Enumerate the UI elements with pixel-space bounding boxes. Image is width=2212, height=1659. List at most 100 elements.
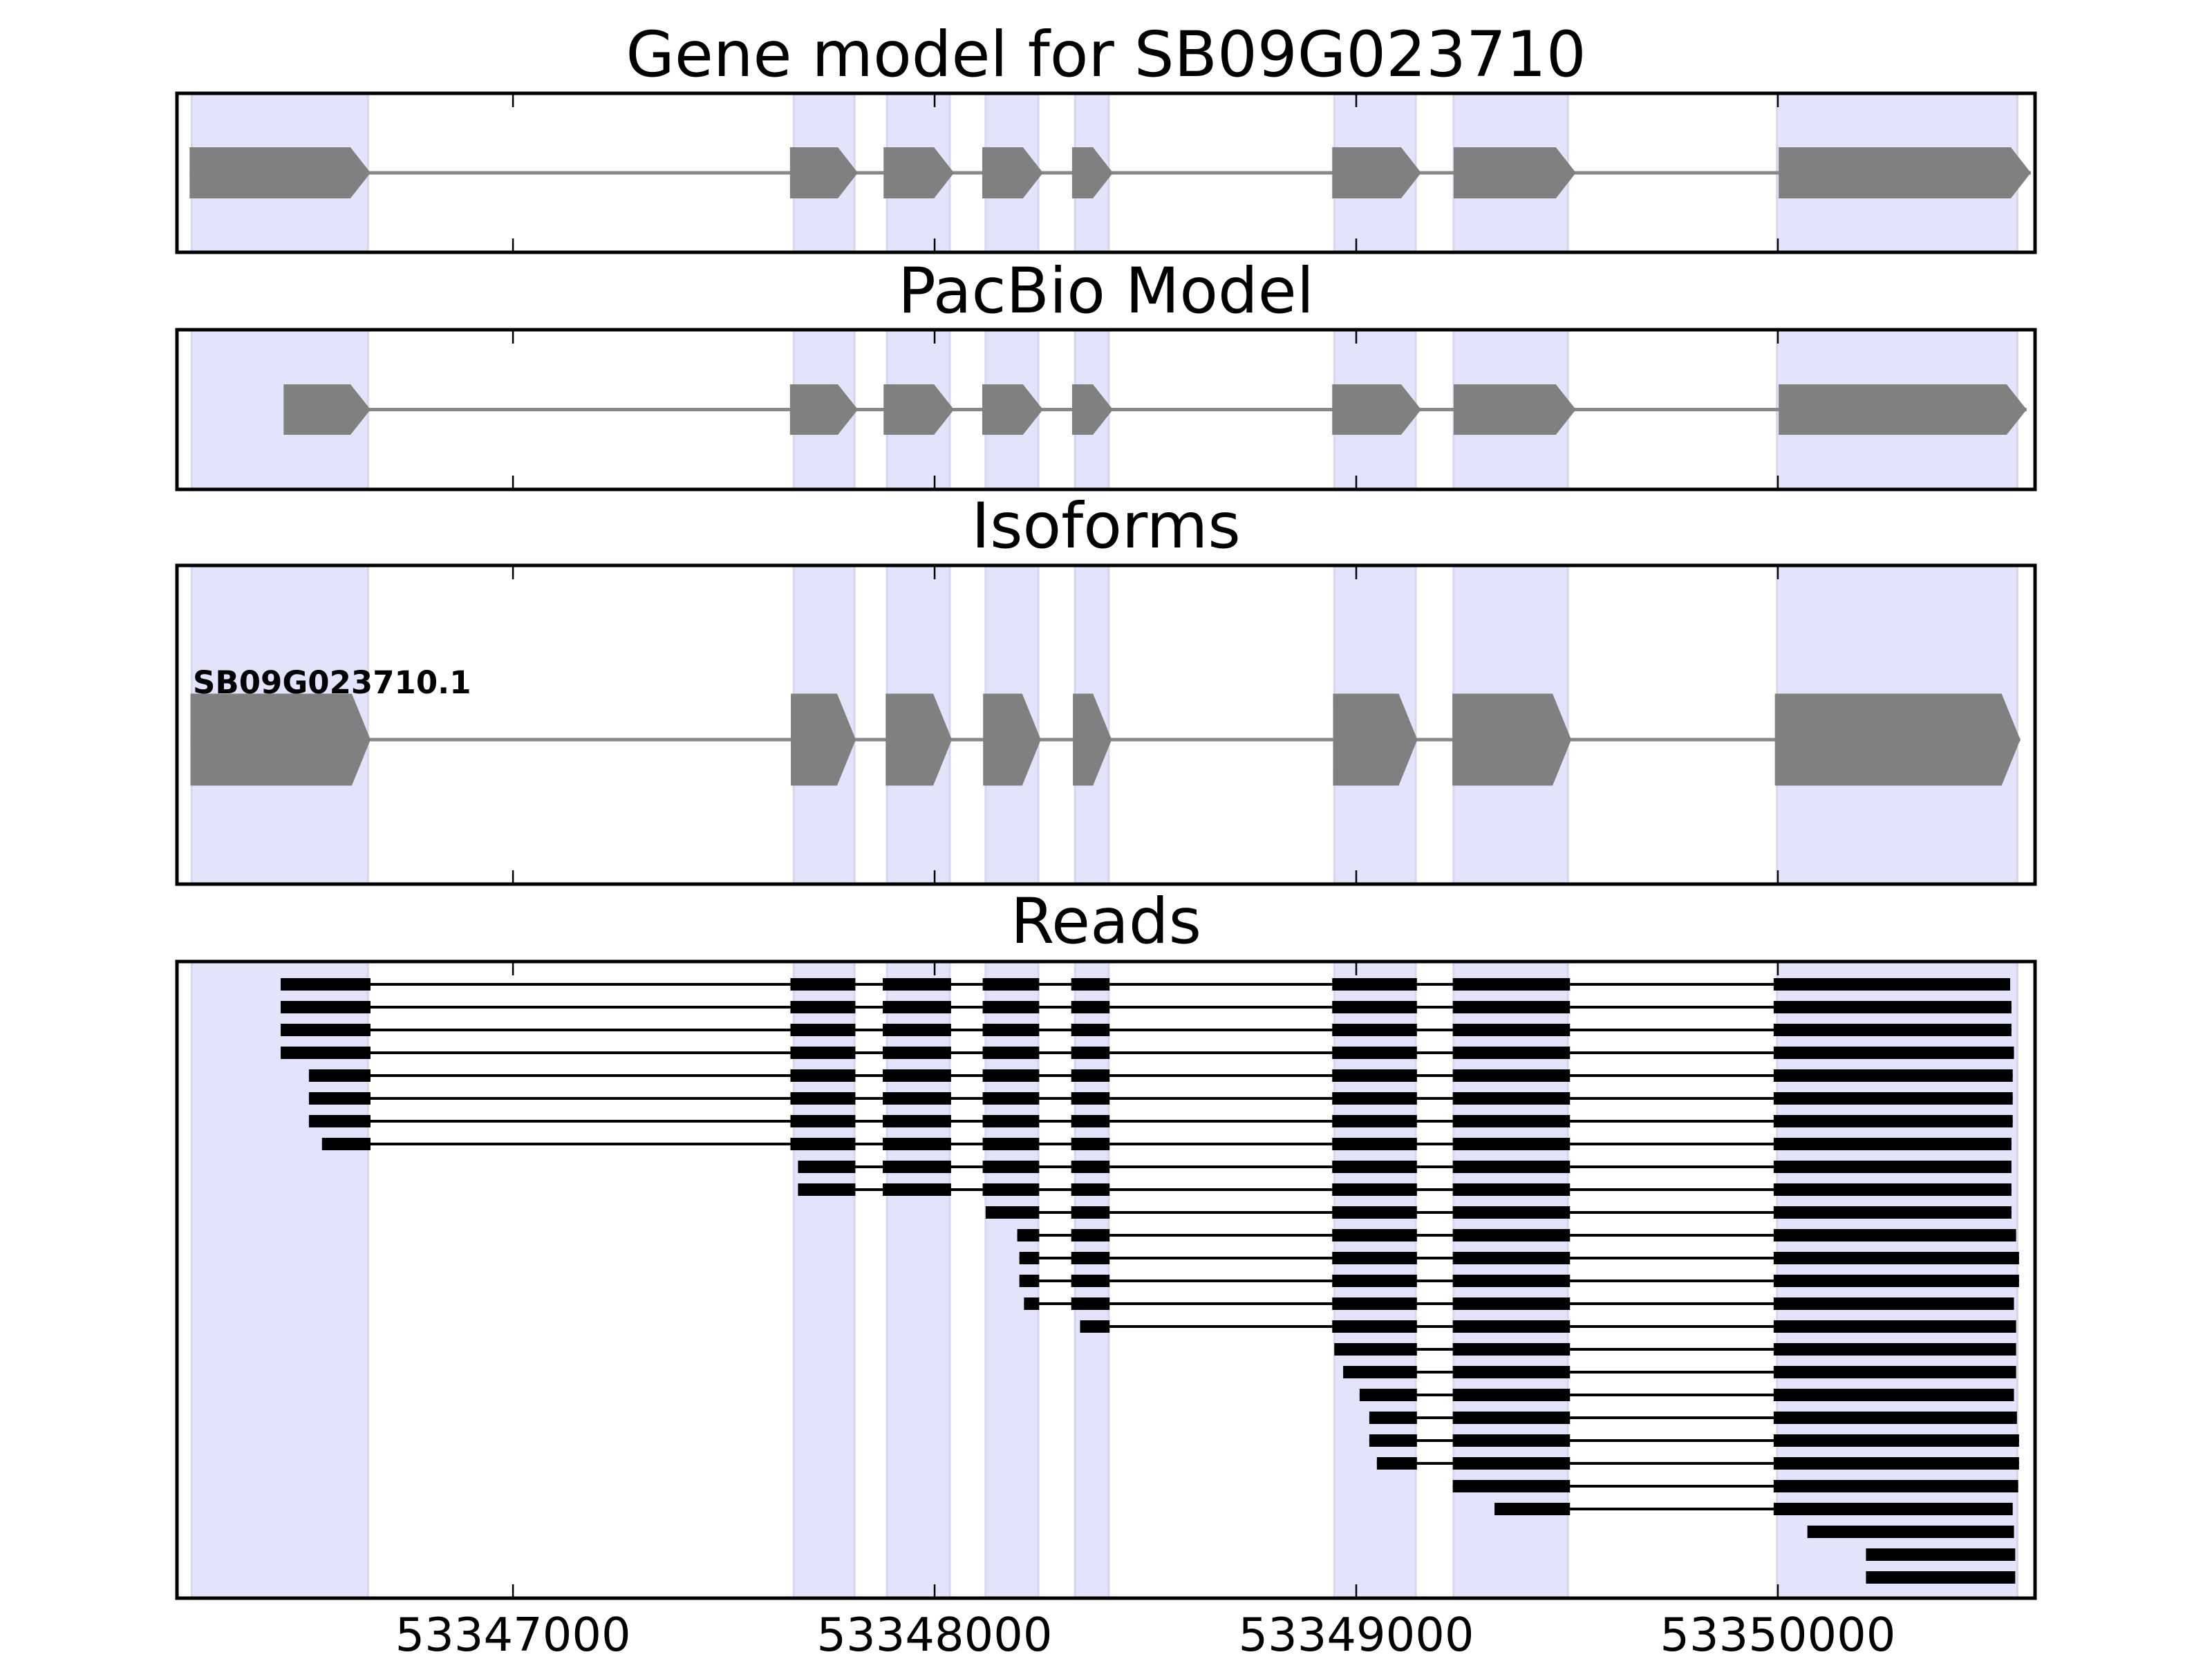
read-block: [308, 1115, 371, 1127]
read-block: [1071, 1183, 1110, 1196]
read-block: [790, 1024, 856, 1036]
read-block: [1773, 1343, 2016, 1356]
read-block: [1071, 1252, 1110, 1264]
read-block: [790, 1001, 856, 1013]
read-block: [1773, 1001, 2012, 1013]
read-block: [1332, 1001, 1417, 1013]
read-block: [1071, 1275, 1110, 1287]
read-block: [1773, 1457, 2019, 1470]
read-block: [308, 1092, 371, 1105]
read-block: [883, 1161, 951, 1173]
read-block: [1019, 1275, 1040, 1287]
read: [1080, 1320, 2016, 1333]
isoform-exon: [190, 693, 371, 786]
read-block: [1332, 1024, 1417, 1036]
read-block: [883, 1115, 951, 1127]
read-block: [982, 1024, 1040, 1036]
read: [1376, 1457, 2019, 1470]
read-block: [1071, 1024, 1110, 1036]
read-block: [1773, 1161, 2012, 1173]
read-block: [1452, 1115, 1571, 1127]
isoform-exon: [791, 693, 856, 786]
read-block: [281, 1047, 371, 1059]
read-block: [982, 1161, 1040, 1173]
read: [1019, 1275, 2019, 1287]
read-block: [1071, 1206, 1110, 1219]
isoform-exon: [1333, 693, 1418, 786]
read: [308, 1092, 2013, 1105]
read-block: [1452, 1480, 1571, 1492]
read-block: [798, 1161, 856, 1173]
read-block: [1452, 1389, 1571, 1401]
pacbio-model-title: PacBio Model: [898, 255, 1314, 328]
read-block: [790, 1138, 856, 1150]
read: [308, 1115, 2013, 1127]
read-block: [1773, 1024, 2012, 1036]
read-block: [982, 978, 1040, 991]
read: [1807, 1526, 2014, 1538]
gene-model-exon: [789, 147, 859, 198]
read-block: [1343, 1366, 1417, 1378]
read: [1024, 1297, 2014, 1310]
read-block: [1773, 978, 2011, 991]
x-tick-label: 53348000: [817, 1608, 1053, 1659]
read-block: [1773, 1366, 2016, 1378]
read-block: [1332, 1115, 1417, 1127]
read: [1343, 1366, 2016, 1378]
read: [1866, 1571, 2016, 1584]
read-block: [1452, 1161, 1571, 1173]
read: [1019, 1252, 2019, 1264]
read-block: [1376, 1457, 1417, 1470]
read-block: [1332, 1138, 1417, 1150]
read-block: [1452, 1001, 1571, 1013]
x-tick-label: 53350000: [1660, 1608, 1895, 1659]
read-block: [1071, 1069, 1110, 1082]
read-block: [1359, 1389, 1417, 1401]
isoform-exon: [1774, 693, 2021, 786]
read-block: [1334, 1343, 1417, 1356]
read-block: [1773, 1115, 2013, 1127]
read-block: [1332, 1092, 1417, 1105]
read-block: [1332, 1297, 1417, 1310]
read-block: [1773, 1092, 2013, 1105]
read-block: [982, 1092, 1040, 1105]
pacbio-model-exon: [283, 384, 371, 435]
read-block: [1452, 1252, 1571, 1264]
pacbio-model-exon: [1332, 384, 1421, 435]
read-block: [1494, 1503, 1571, 1515]
read-block: [1773, 1183, 2012, 1196]
read: [308, 1069, 2013, 1082]
read-block: [1866, 1548, 2016, 1561]
read-block: [790, 1115, 856, 1127]
read-block: [1773, 1480, 2018, 1492]
read-block: [985, 1206, 1040, 1219]
read-block: [281, 1001, 371, 1013]
read: [1359, 1389, 2014, 1401]
gene-model-exon: [1071, 147, 1114, 198]
read-block: [883, 1047, 951, 1059]
gene-model-panel: [175, 91, 2037, 254]
read-block: [790, 1047, 856, 1059]
read-block: [1452, 1297, 1571, 1310]
read-block: [790, 1069, 856, 1082]
pacbio-model-panel: [175, 328, 2037, 491]
read-block: [1017, 1229, 1040, 1241]
read-block: [1452, 1229, 1571, 1241]
read: [1369, 1434, 2019, 1447]
read-block: [1452, 1138, 1571, 1150]
isoform-exon: [1452, 693, 1572, 786]
read: [321, 1138, 2012, 1150]
read-block: [1071, 1092, 1110, 1105]
read-block: [883, 1138, 951, 1150]
isoform-exon: [885, 693, 953, 786]
isoform-exon: [983, 693, 1041, 786]
pacbio-model-exon: [789, 384, 859, 435]
pacbio-model-exon: [1779, 384, 2027, 435]
read-block: [1071, 1229, 1110, 1241]
axes-frame: [175, 959, 2037, 1600]
read-block: [1452, 978, 1571, 991]
read-block: [1773, 1275, 2019, 1287]
read-block: [798, 1183, 856, 1196]
read: [798, 1161, 2012, 1173]
